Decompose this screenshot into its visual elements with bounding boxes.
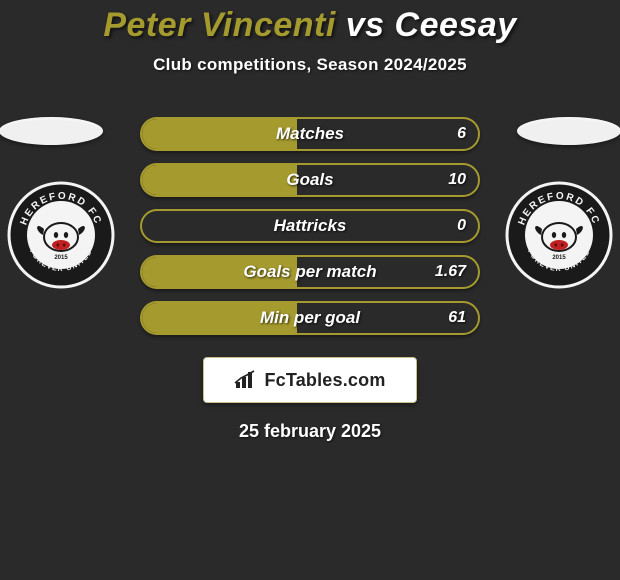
stat-label: Min per goal [260, 308, 360, 328]
content-row: HEREFORD FC FOREVER UNITED 2015 [0, 117, 620, 442]
stat-value-right: 0 [457, 217, 466, 235]
stats-column: Matches 6 Goals 10 Hattricks 0 Goals per match… [140, 117, 480, 442]
stat-bar: Goals 10 [140, 163, 480, 197]
right-column: HEREFORD FC FOREVER UNITED 2015 [480, 117, 600, 289]
left-ellipse [0, 117, 103, 145]
stat-fill-left [142, 119, 297, 149]
left-column: HEREFORD FC FOREVER UNITED 2015 [20, 117, 140, 289]
right-ellipse [517, 117, 620, 145]
stat-label: Hattricks [274, 216, 347, 236]
player1-name: Peter Vincenti [103, 6, 335, 44]
stat-value-right: 10 [448, 171, 466, 189]
stat-fill-left [142, 165, 297, 195]
page-title: Peter Vincenti vs Ceesay [103, 6, 516, 45]
branding-box: FcTables.com [203, 357, 417, 403]
stat-label: Matches [276, 124, 344, 144]
left-club-crest: HEREFORD FC FOREVER UNITED 2015 [7, 181, 115, 289]
footer-date: 25 february 2025 [239, 421, 381, 442]
vs-label: vs [346, 6, 385, 44]
right-club-crest: HEREFORD FC FOREVER UNITED 2015 [505, 181, 613, 289]
stat-bar: Goals per match 1.67 [140, 255, 480, 289]
player2-name: Ceesay [395, 6, 517, 44]
bar-chart-icon [234, 370, 258, 390]
stat-value-right: 6 [457, 125, 466, 143]
svg-text:2015: 2015 [54, 255, 68, 261]
subtitle: Club competitions, Season 2024/2025 [153, 55, 467, 75]
stat-label: Goals per match [243, 262, 376, 282]
root: Peter Vincenti vs Ceesay Club competitio… [0, 0, 620, 442]
stat-rows: Matches 6 Goals 10 Hattricks 0 Goals per match… [140, 117, 480, 347]
branding-text: FcTables.com [264, 370, 385, 391]
stat-label: Goals [286, 170, 333, 190]
svg-text:2015: 2015 [552, 255, 566, 261]
stat-bar: Min per goal 61 [140, 301, 480, 335]
stat-value-right: 1.67 [435, 263, 466, 281]
stat-bar: Matches 6 [140, 117, 480, 151]
stat-value-right: 61 [448, 309, 466, 327]
stat-bar: Hattricks 0 [140, 209, 480, 243]
